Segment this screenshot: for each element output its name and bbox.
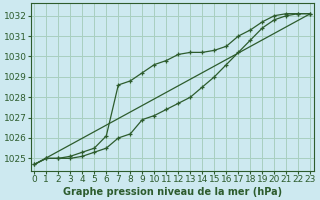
- X-axis label: Graphe pression niveau de la mer (hPa): Graphe pression niveau de la mer (hPa): [63, 187, 282, 197]
